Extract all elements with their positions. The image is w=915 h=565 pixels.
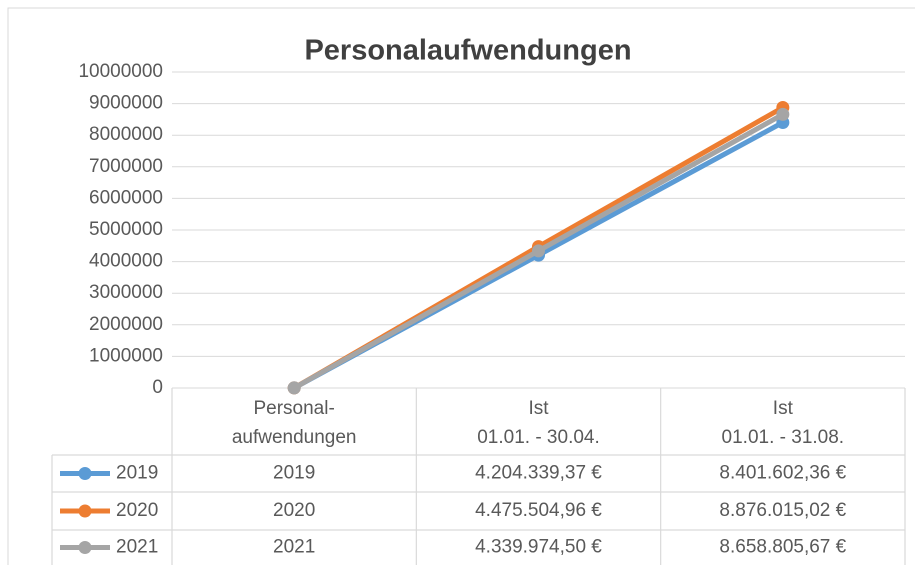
y-tick-label: 6000000 (89, 187, 163, 208)
table-value: 2020 (273, 500, 315, 521)
y-tick-label: 1000000 (89, 345, 163, 366)
legend-marker (78, 467, 92, 480)
y-tick-label: 0 (152, 377, 163, 398)
data-point (776, 107, 790, 121)
table-value: 2021 (273, 537, 315, 558)
legend-marker (78, 541, 92, 554)
table-value: 4.475.504,96 € (475, 500, 602, 521)
y-tick-label: 7000000 (89, 156, 163, 177)
x-tick-label: Personal- aufwendungen (231, 398, 357, 448)
legend-marker (78, 504, 92, 518)
legend-label: 2021 (116, 537, 158, 558)
table-value: 4.204.339,37 € (475, 463, 602, 484)
table-value: 8.401.602,36 € (719, 463, 846, 484)
x-tick-label: Ist 01.01. - 30.04. (477, 398, 600, 448)
y-tick-label: 9000000 (89, 93, 163, 114)
y-tick-label: 2000000 (89, 314, 163, 335)
y-tick-label: 5000000 (89, 219, 163, 240)
legend-label: 2019 (116, 463, 158, 484)
y-tick-label: 10000000 (78, 61, 163, 82)
x-tick-label: Ist 01.01. - 31.08. (721, 398, 845, 448)
y-tick-label: 3000000 (89, 282, 163, 303)
y-tick-label: 4000000 (89, 251, 163, 272)
table-value: 2019 (273, 463, 315, 484)
table-value: 4.339.974,50 € (475, 537, 602, 558)
y-tick-label: 8000000 (89, 124, 163, 145)
chart-title: Personalaufwendungen (304, 35, 631, 67)
data-point (532, 244, 545, 258)
table-value: 8.876.015,02 € (719, 500, 846, 521)
table-value: 8.658.805,67 € (719, 537, 846, 558)
legend-label: 2020 (116, 500, 158, 521)
data-point (287, 381, 301, 395)
chart-border (7, 7, 915, 565)
